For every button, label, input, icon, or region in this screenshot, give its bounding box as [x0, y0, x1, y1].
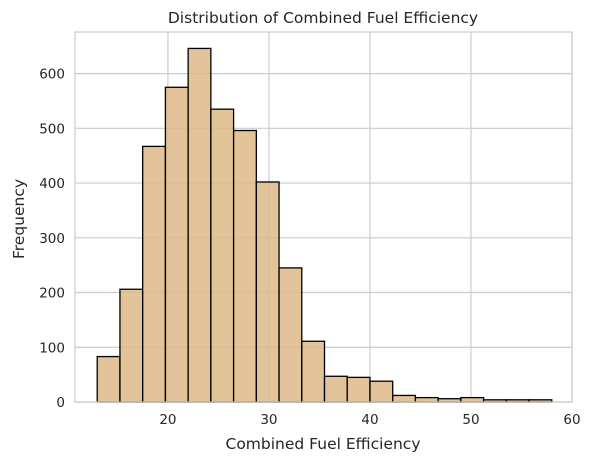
bars-layer: [96, 47, 553, 403]
x-tick-label: 20: [159, 412, 176, 428]
histogram-bar: [460, 396, 485, 403]
plot-frame: [74, 31, 573, 403]
x-tick-label: 50: [462, 412, 479, 428]
x-tick-label: 60: [563, 412, 580, 428]
histogram-bar: [96, 355, 121, 403]
histogram-bar: [369, 380, 394, 403]
y-tick-label: 400: [39, 176, 65, 192]
histogram-bar: [232, 129, 257, 403]
chart-title: Distribution of Combined Fuel Efficiency: [168, 9, 478, 27]
y-axis-label: Frequency: [10, 179, 28, 259]
histogram-bar: [346, 376, 371, 403]
histogram-bar: [142, 145, 167, 403]
y-tick-label: 200: [39, 286, 65, 302]
histogram-bar: [278, 267, 303, 403]
y-tick-label: 300: [39, 231, 65, 247]
histogram-bar: [414, 396, 439, 403]
histogram-bar: [301, 340, 326, 403]
y-tick-label: 500: [39, 121, 65, 137]
histogram-bar: [164, 86, 189, 403]
histogram-bar: [119, 288, 144, 403]
histogram-bar: [187, 47, 212, 403]
y-tick-label: 100: [39, 340, 65, 356]
y-tick-label: 0: [56, 395, 65, 411]
histogram-bar: [323, 375, 348, 403]
x-axis-label: Combined Fuel Efficiency: [226, 435, 421, 453]
histogram-bar: [210, 108, 235, 403]
histogram-bar: [255, 181, 280, 403]
x-tick-label: 30: [260, 412, 277, 428]
x-tick-label: 40: [361, 412, 378, 428]
histogram-bar: [392, 394, 417, 403]
y-tick-label: 600: [39, 67, 65, 83]
